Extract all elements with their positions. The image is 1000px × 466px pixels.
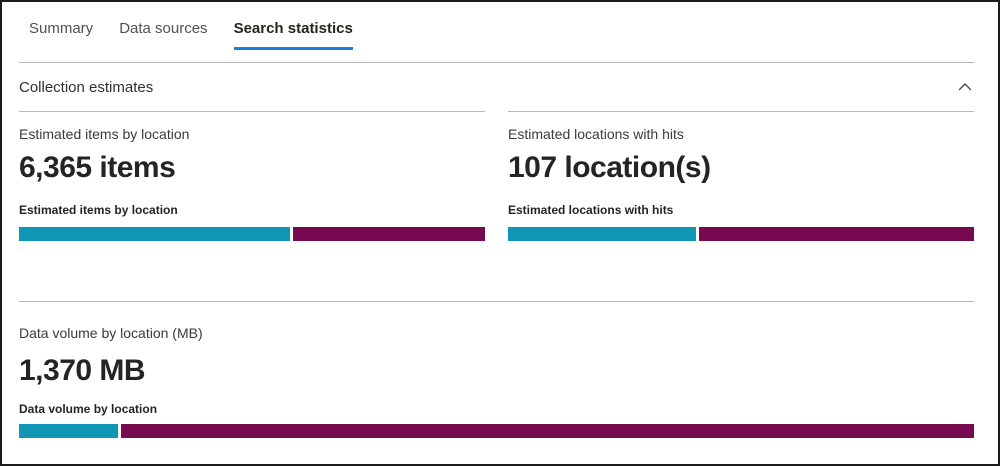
tab-data-sources[interactable]: Data sources xyxy=(119,19,207,50)
estimated-items-value: 6,365 items xyxy=(19,151,176,184)
estimated-locations-value: 107 location(s) xyxy=(508,151,711,184)
estimated-items-card: Estimated items by location 6,365 items … xyxy=(19,111,485,241)
estimated-items-bar-label: Estimated items by location xyxy=(19,203,178,217)
bar-segment-teal xyxy=(19,424,119,438)
chevron-up-icon xyxy=(957,79,973,95)
estimated-locations-bar-label: Estimated locations with hits xyxy=(508,203,674,217)
collapse-section-button[interactable] xyxy=(954,76,976,98)
estimated-locations-heading: Estimated locations with hits xyxy=(508,126,684,142)
data-volume-card: Data volume by location (MB) 1,370 MB Da… xyxy=(2,324,998,438)
estimated-locations-bar-chart xyxy=(508,227,974,241)
tab-search-statistics[interactable]: Search statistics xyxy=(233,19,353,50)
data-volume-heading: Data volume by location (MB) xyxy=(19,325,203,341)
bar-segment-teal xyxy=(508,227,697,241)
data-volume-divider xyxy=(19,301,974,302)
estimates-cards: Estimated items by location 6,365 items … xyxy=(19,111,974,241)
estimated-locations-card: Estimated locations with hits 107 locati… xyxy=(508,111,974,241)
estimated-items-heading: Estimated items by location xyxy=(19,126,190,142)
data-volume-bar-label: Data volume by location xyxy=(19,402,158,416)
bar-segment-magenta xyxy=(121,424,974,438)
collection-estimates-header: Collection estimates xyxy=(2,63,998,111)
data-volume-bar-chart xyxy=(19,424,974,438)
tab-bar: Summary Data sources Search statistics xyxy=(2,2,998,50)
tab-summary[interactable]: Summary xyxy=(29,19,93,50)
estimated-items-bar-chart xyxy=(19,227,485,241)
collection-estimates-title: Collection estimates xyxy=(19,78,154,96)
data-volume-value: 1,370 MB xyxy=(19,354,146,387)
bar-segment-magenta xyxy=(699,227,974,241)
tabs-divider xyxy=(19,62,974,63)
bar-segment-teal xyxy=(19,227,291,241)
bar-segment-magenta xyxy=(293,227,485,241)
